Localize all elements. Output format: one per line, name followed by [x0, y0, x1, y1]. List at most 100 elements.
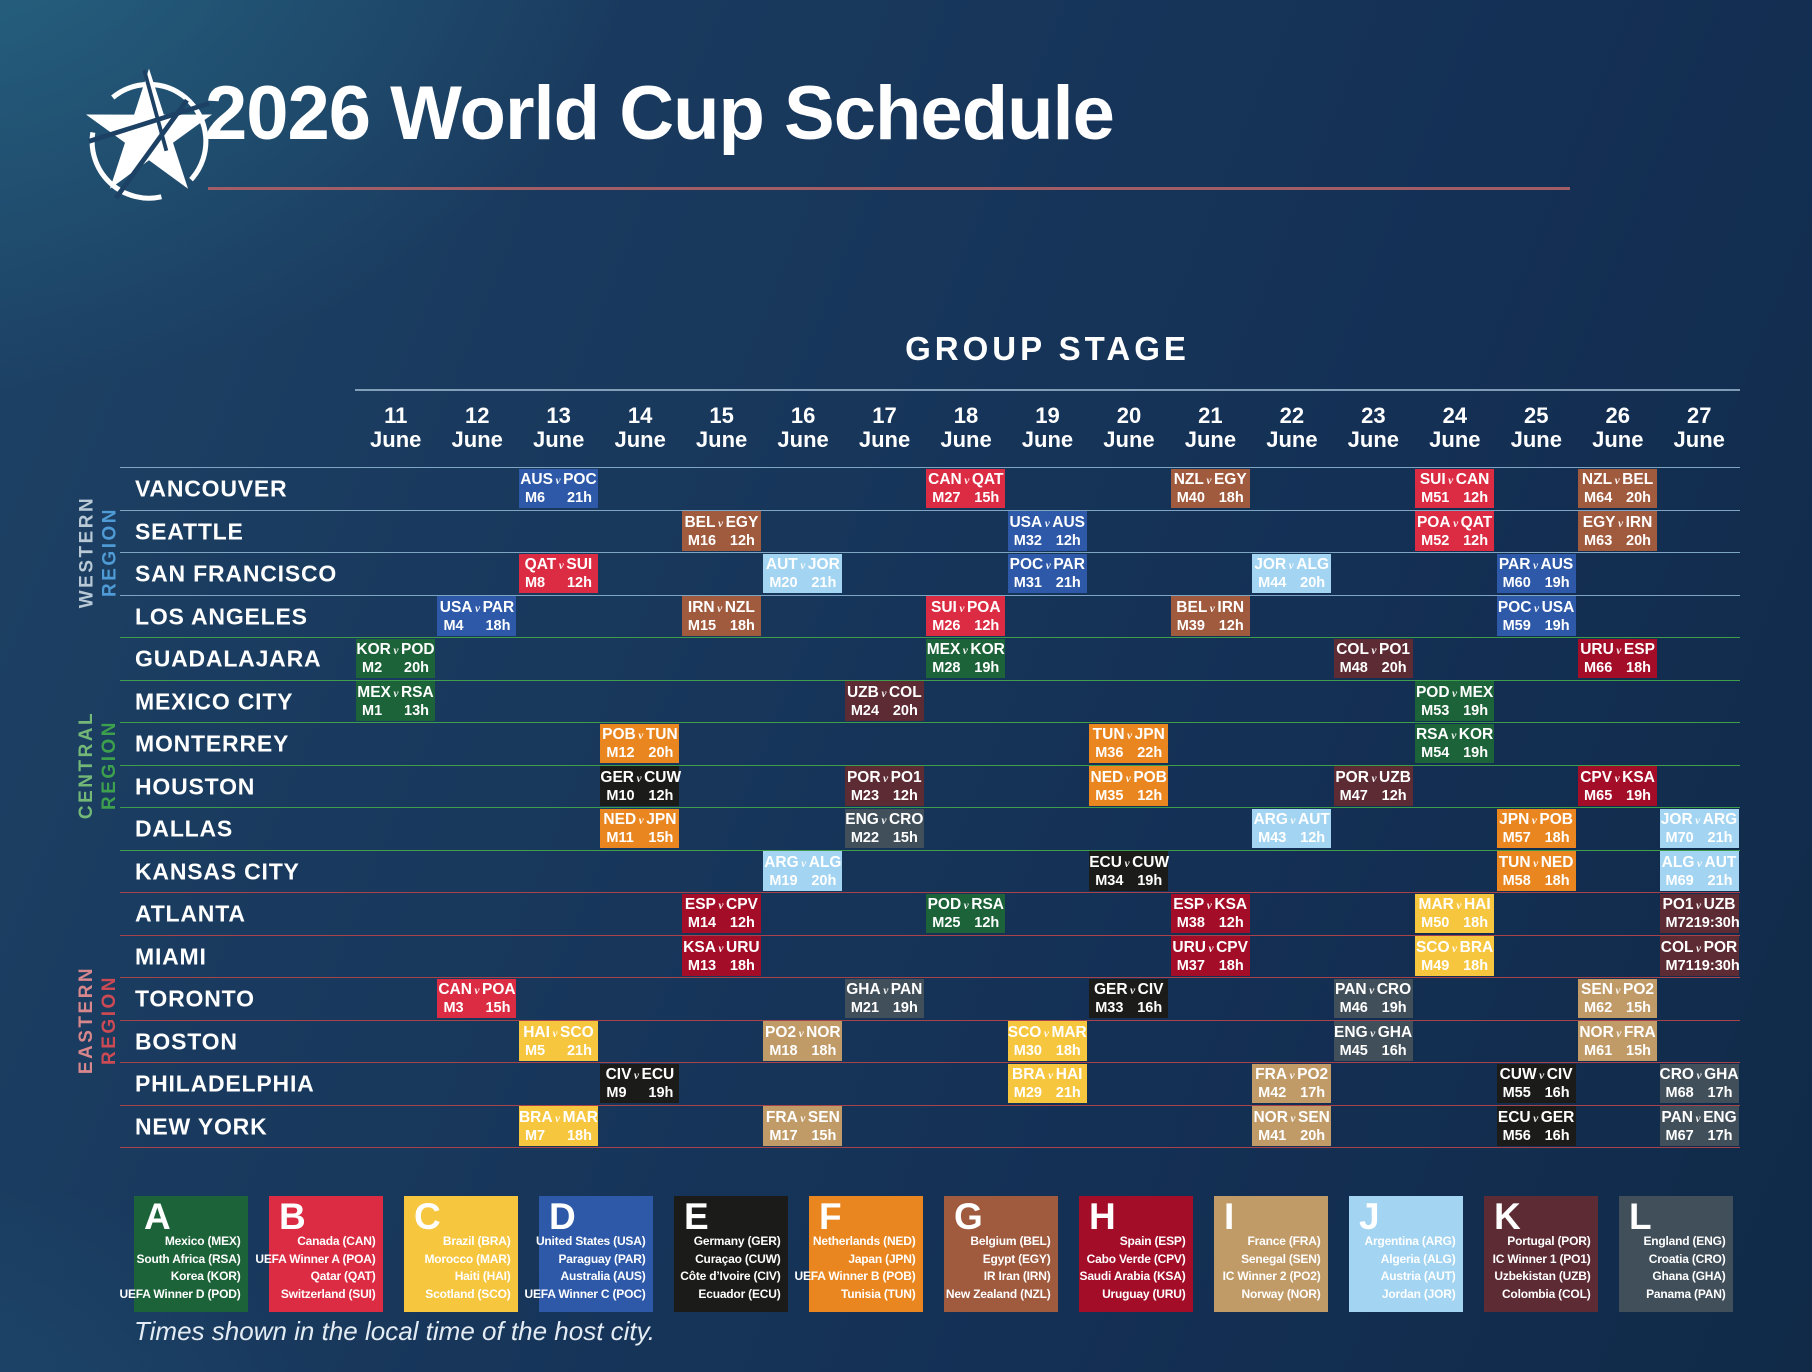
legend-team: Switzerland (SUI)	[280, 1286, 376, 1301]
match-time: 21h	[566, 490, 592, 506]
match-time: 19h	[1544, 617, 1570, 634]
legend-team: Argentina (ARG)	[1364, 1234, 1456, 1248]
city-row: MIAMI	[120, 934, 1740, 979]
match-time: 18h	[566, 1127, 592, 1144]
match-teams: FRA v SEN	[765, 1108, 840, 1126]
match-time: 12h	[974, 915, 1000, 931]
city-label: SAN FRANCISCO	[135, 560, 338, 587]
match-info: M59 19h	[1497, 618, 1576, 635]
vs-separator: v	[881, 687, 887, 700]
match-info: M1 13h	[356, 703, 435, 720]
match-number: M1	[362, 702, 383, 719]
city-label: DALLAS	[135, 815, 234, 842]
match-teams: NOR v SEN	[1253, 1108, 1330, 1126]
vs-separator: v	[1533, 857, 1539, 870]
match-teams: ECU v CUW	[1089, 853, 1170, 871]
legend-team: Egypt (EGY)	[982, 1251, 1051, 1266]
vs-separator: v	[1456, 900, 1462, 912]
match-teams: CRO v GHA	[1659, 1066, 1739, 1083]
city-row: HOUSTON	[120, 764, 1740, 809]
city-label: MONTERREY	[135, 730, 290, 757]
legend-letter: C	[414, 1196, 441, 1237]
match-teams: CAN v POA	[438, 981, 516, 998]
match-cell: COL v PO1 M48 20h	[1333, 638, 1413, 678]
legend-team: Mexico (MEX)	[164, 1234, 241, 1248]
vs-separator: v	[1371, 772, 1377, 785]
match-time: 12h	[1300, 830, 1326, 846]
match-number: M65	[1584, 787, 1613, 804]
match-number: M45	[1339, 1042, 1368, 1059]
match-teams: MEX v KOR	[926, 641, 1005, 658]
match-info: M7 18h	[519, 1128, 598, 1145]
vs-separator: v	[1696, 857, 1702, 870]
legend-team: Portugal (POR)	[1507, 1234, 1591, 1248]
match-info: M8 12h	[519, 575, 598, 592]
match-cell: BEL v EGY M16 12h	[681, 511, 761, 551]
match-time: 17h	[1707, 1085, 1733, 1101]
match-teams: USA v AUS	[1009, 513, 1086, 531]
match-teams: GER v CIV	[1093, 981, 1164, 998]
match-teams: UZB v COL	[846, 683, 922, 701]
vs-separator: v	[1043, 1027, 1049, 1040]
date-month-label: June	[940, 427, 992, 452]
match-number: M5	[524, 1042, 546, 1059]
match-teams: ARG v AUT	[1253, 811, 1330, 828]
match-time: 18h	[1218, 957, 1244, 974]
page-title: 2026 World Cup Schedule	[205, 71, 1115, 156]
legend-team: Netherlands (NED)	[812, 1234, 916, 1248]
match-time: 15h	[1626, 1000, 1652, 1016]
region-word: WESTERN	[76, 495, 97, 609]
match-cell: SUI v POA M26 12h	[926, 596, 1006, 636]
match-info: M58 18h	[1497, 873, 1576, 890]
match-cell: MEX v KOR M28 19h	[926, 638, 1006, 678]
match-info: M33 16h	[1089, 1000, 1168, 1017]
legend-teams: Argentina (ARG) Algeria (ALG) Austria (AUT…	[1365, 1233, 1456, 1303]
legend-team: England (ENG)	[1643, 1234, 1726, 1248]
legend-group-G: G Belgium (BEL) Egypt (EGY) IR Iran (IRN) Ne…	[944, 1196, 1058, 1312]
match-time: 22h	[1137, 745, 1163, 761]
date-month-label: June	[532, 427, 585, 452]
vs-separator: v	[1696, 900, 1702, 912]
match-cell: CPV v KSA M65 19h	[1578, 766, 1658, 806]
match-info: M29 21h	[1008, 1085, 1087, 1102]
match-info: M66 18h	[1578, 660, 1657, 677]
match-info: M15 18h	[682, 618, 761, 635]
match-time: 12h	[1055, 532, 1081, 549]
title-underline	[208, 187, 1570, 190]
match-number: M52	[1421, 532, 1450, 549]
date-day-label: 25	[1524, 403, 1549, 428]
match-info: M71 19:30h	[1660, 958, 1740, 975]
grid-bottom-line	[120, 1147, 1740, 1148]
match-cell: URU v ESP M66 18h	[1578, 638, 1658, 678]
match-info: M11 15h	[600, 830, 679, 847]
match-info: M68 17h	[1660, 1085, 1739, 1102]
date-month-label: June	[1266, 427, 1318, 452]
region-word: EASTERN	[76, 965, 98, 1074]
city-label: TORONTO	[135, 985, 255, 1012]
vs-separator: v	[1288, 560, 1294, 572]
match-teams: NED v JPN	[603, 811, 677, 828]
match-cell: EGY v IRN M63 20h	[1578, 511, 1658, 551]
date-column: 18 June	[925, 404, 1006, 452]
match-time: 18h	[729, 617, 755, 634]
match-teams: JOR v ARG	[1660, 811, 1738, 828]
date-day-label: 16	[790, 403, 816, 428]
match-number: M69	[1665, 872, 1694, 889]
match-info: M39 12h	[1171, 618, 1250, 635]
match-number: M37	[1176, 957, 1205, 974]
match-number: M18	[769, 1042, 798, 1059]
legend-team: Jordan (JOR)	[1381, 1286, 1456, 1301]
match-teams: FRA v PO2	[1255, 1066, 1329, 1083]
date-month-label: June	[1021, 427, 1074, 452]
match-cell: PAN v CRO M46 19h	[1333, 978, 1413, 1018]
match-teams: BEL v EGY	[684, 513, 759, 531]
match-time: 19h	[1381, 1000, 1407, 1016]
footer-note: Times shown in the local time of the hos…	[134, 1316, 655, 1346]
match-teams: PO2 v NOR	[765, 1023, 841, 1041]
legend-team: Japan (JPN)	[848, 1251, 916, 1266]
match-cell: NED v JPN M11 15h	[600, 808, 680, 848]
match-info: M49 18h	[1415, 958, 1494, 975]
vs-separator: v	[883, 772, 889, 785]
date-month-label: June	[777, 427, 829, 452]
vs-separator: v	[1614, 772, 1620, 785]
